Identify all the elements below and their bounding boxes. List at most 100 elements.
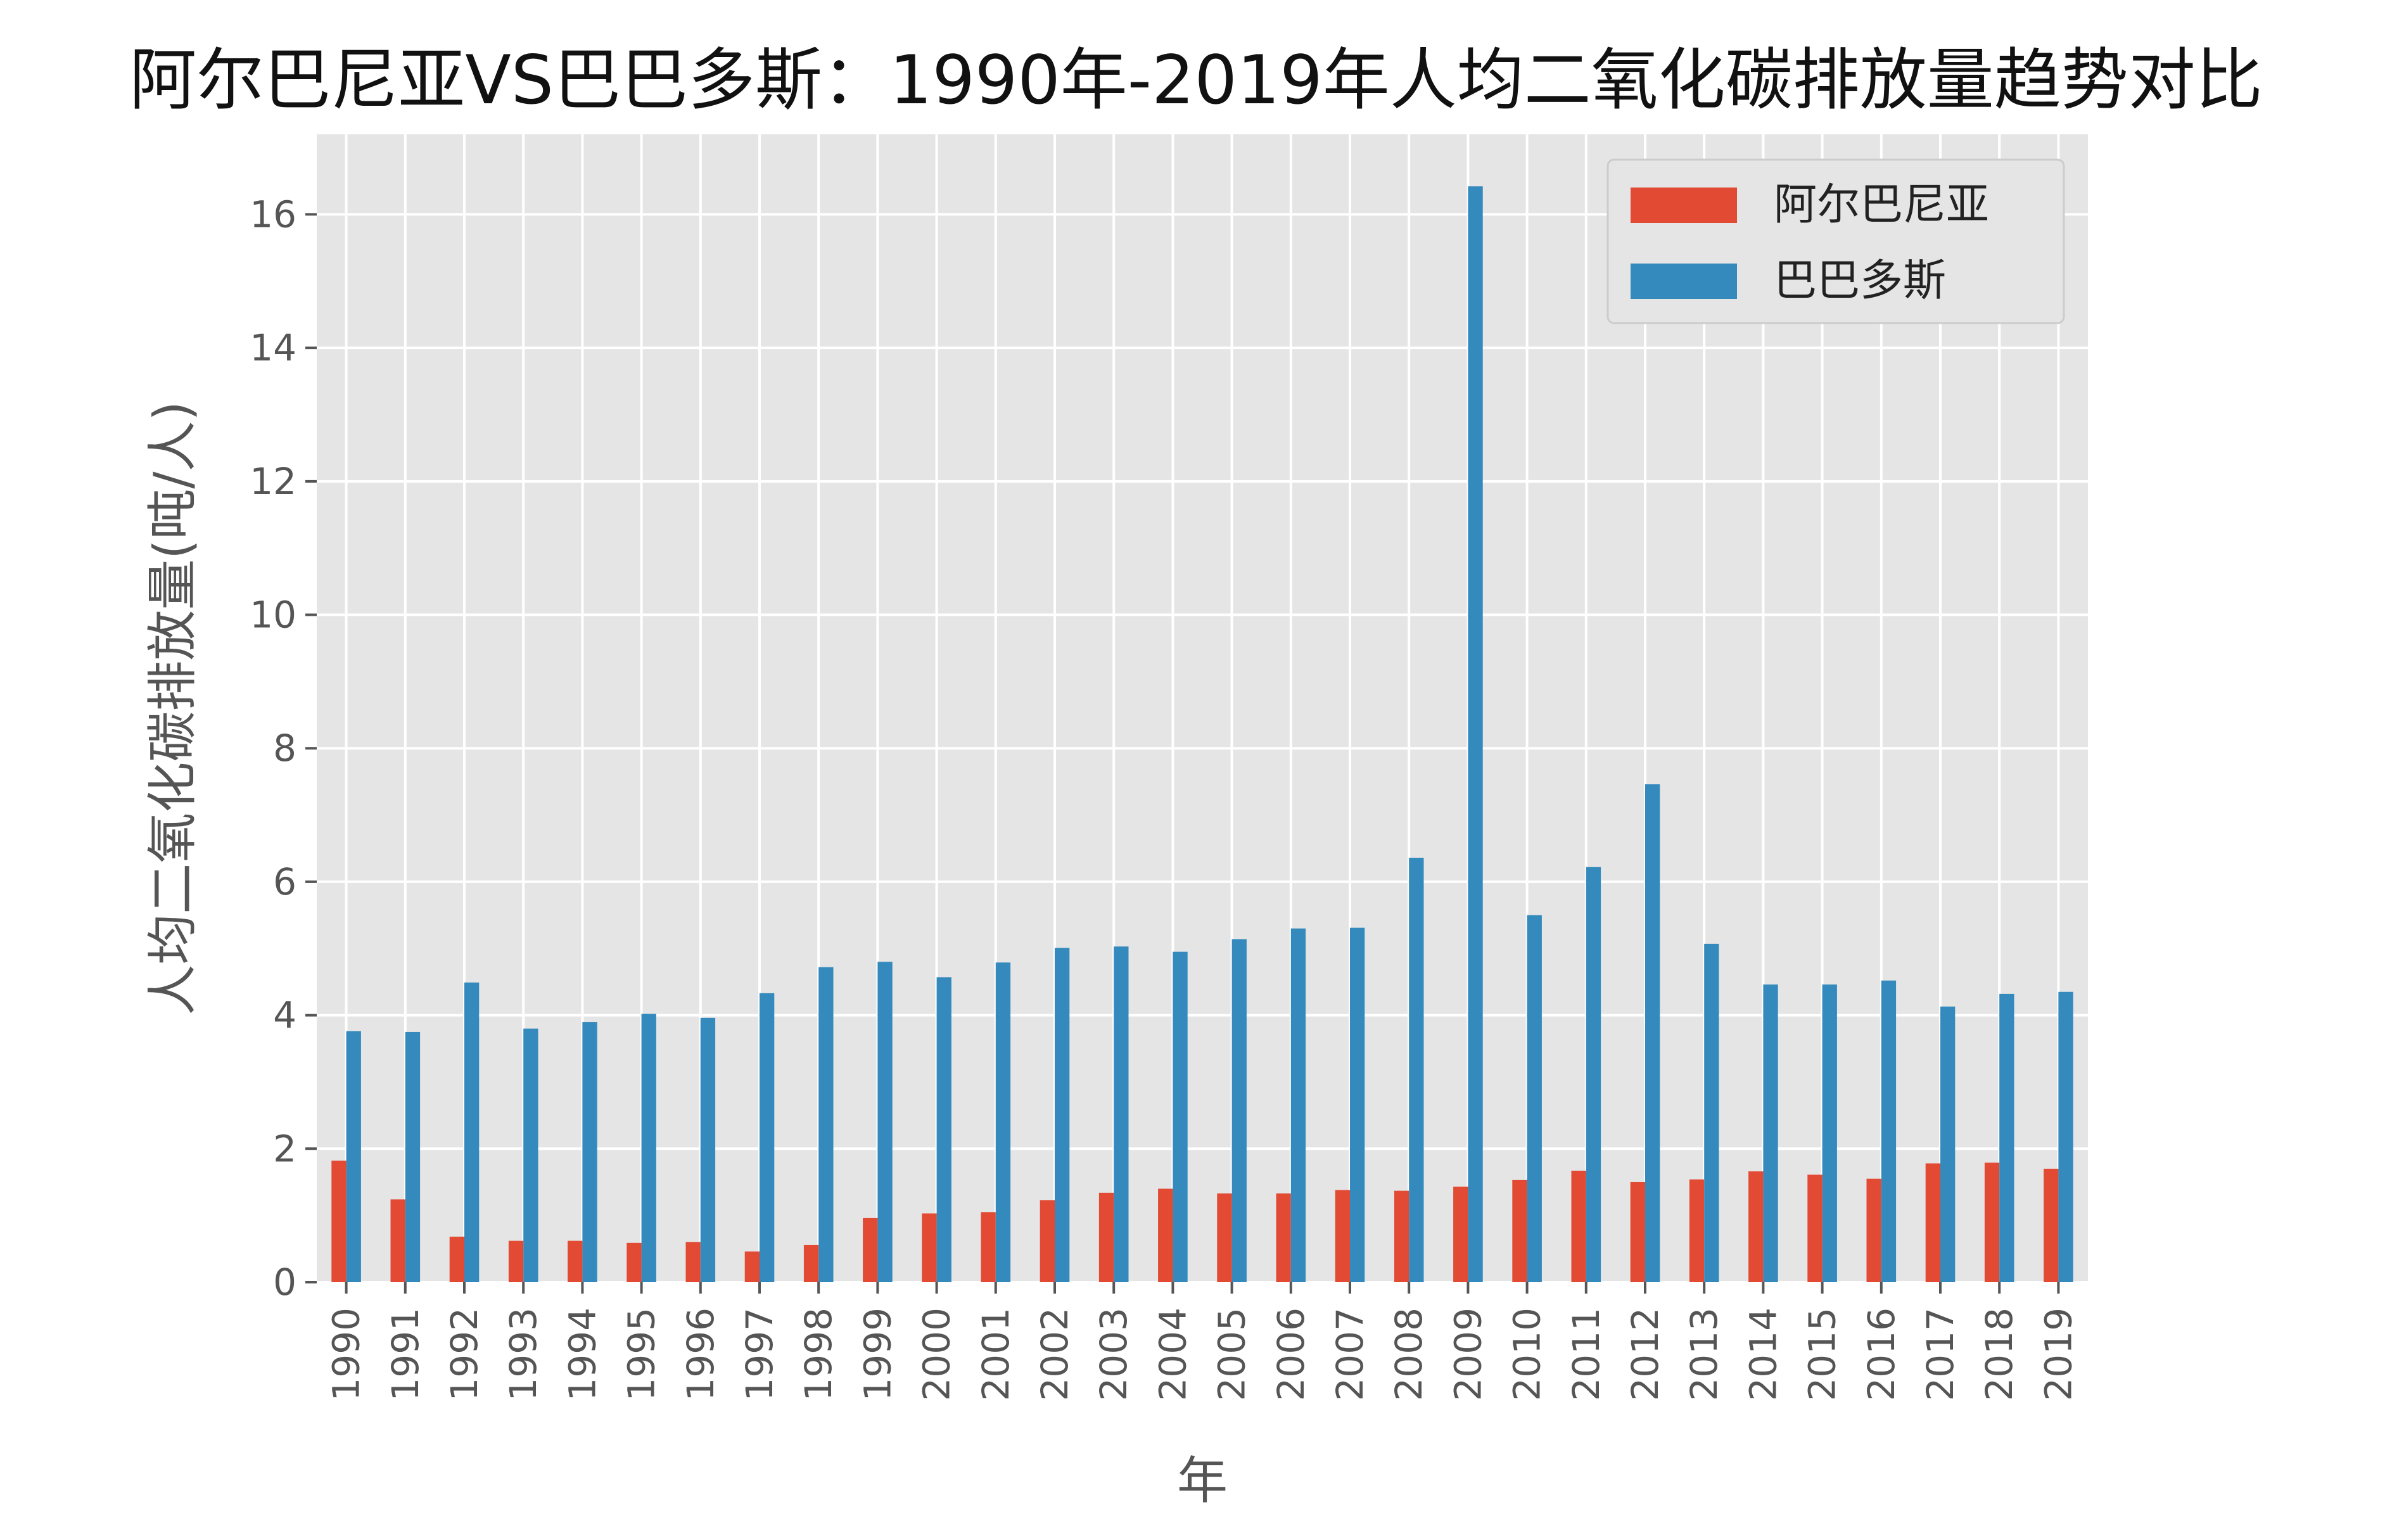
bar-2004-s0: [1158, 1188, 1173, 1282]
bar-2014-s0: [1748, 1171, 1764, 1282]
x-tick-label: 2010: [1506, 1308, 1549, 1401]
bar-1990-s1: [346, 1031, 361, 1282]
bar-2009-s0: [1453, 1187, 1468, 1282]
x-tick-label: 2008: [1387, 1308, 1430, 1401]
bar-2012-s0: [1630, 1181, 1645, 1282]
bar-2010-s1: [1527, 915, 1542, 1282]
bar-2001-s1: [995, 962, 1011, 1282]
bar-2017-s1: [1940, 1006, 1956, 1282]
bar-1993-s1: [523, 1028, 538, 1282]
bar-1992-s1: [464, 982, 480, 1282]
bar-2018-s0: [1984, 1162, 2000, 1282]
x-tick-label: 2002: [1033, 1308, 1076, 1401]
x-tick-label: 2000: [915, 1308, 958, 1401]
bar-2009-s1: [1468, 186, 1483, 1282]
x-axis-label: 年: [1177, 1451, 1228, 1510]
chart-title: 阿尔巴尼亚VS巴巴多斯：1990年-2019年人均二氧化碳排放量趋势对比: [129, 41, 2263, 119]
bar-2011-s1: [1586, 867, 1601, 1282]
legend-swatch: [1631, 188, 1737, 223]
bar-1991-s1: [405, 1031, 421, 1282]
plot-background: [317, 134, 2088, 1282]
bar-2003-s1: [1114, 946, 1129, 1282]
bar-1998-s0: [803, 1245, 819, 1282]
bar-2001-s0: [981, 1212, 996, 1282]
x-tick-label: 1996: [679, 1308, 722, 1401]
x-tick-label: 2015: [1801, 1308, 1844, 1401]
bar-2006-s0: [1276, 1193, 1291, 1282]
bar-2000-s1: [936, 977, 951, 1282]
bar-2004-s1: [1173, 951, 1188, 1282]
y-tick-label: 14: [250, 326, 296, 369]
x-tick-label: 2001: [974, 1308, 1017, 1401]
x-tick-label: 1994: [561, 1308, 604, 1401]
y-tick-label: 0: [273, 1261, 296, 1304]
legend-label: 巴巴多斯: [1774, 256, 1946, 306]
bar-1992-s0: [449, 1237, 464, 1282]
x-tick-label: 1990: [325, 1308, 368, 1401]
y-axis-ticks: 0 2 4 6 8 10 12 14 16: [250, 193, 317, 1304]
bar-2015-s0: [1807, 1174, 1823, 1282]
bar-2008-s1: [1409, 857, 1424, 1282]
bar-2013-s1: [1704, 943, 1719, 1282]
y-tick-label: 8: [273, 727, 296, 770]
bar-2012-s1: [1645, 784, 1660, 1282]
x-tick-label: 2004: [1151, 1308, 1194, 1401]
legend-swatch: [1631, 264, 1737, 299]
bar-2016-s0: [1866, 1178, 1881, 1282]
bar-1994-s1: [582, 1022, 597, 1282]
bar-2005-s0: [1217, 1193, 1232, 1282]
y-axis-label: 人均二氧化碳排放量(吨/人): [143, 401, 202, 1015]
bar-1999-s1: [877, 962, 893, 1282]
bar-2019-s0: [2044, 1168, 2059, 1282]
x-tick-label: 1991: [384, 1308, 427, 1401]
bar-1999-s0: [863, 1218, 878, 1282]
bar-1998-s1: [818, 967, 834, 1282]
x-tick-label: 2003: [1092, 1308, 1135, 1401]
legend-label: 阿尔巴尼亚: [1774, 180, 1989, 230]
bar-2015-s1: [1822, 984, 1837, 1282]
x-tick-label: 2019: [2037, 1308, 2080, 1401]
x-axis-ticks: 1990 1991 1992 1993 1994 1995 1996 1997 1998 1999…: [325, 1282, 2080, 1401]
bar-1995-s0: [627, 1242, 642, 1282]
bar-2000-s0: [922, 1213, 937, 1282]
x-tick-label: 2012: [1624, 1308, 1667, 1401]
x-tick-label: 1993: [502, 1308, 545, 1401]
bar-2002-s1: [1055, 948, 1070, 1282]
x-tick-label: 1998: [797, 1308, 840, 1401]
bar-2014-s1: [1763, 984, 1778, 1282]
y-tick-label: 16: [250, 193, 296, 236]
x-tick-label: 2017: [1919, 1308, 1962, 1401]
bar-2011-s0: [1571, 1171, 1586, 1282]
bar-1996-s0: [685, 1242, 701, 1282]
x-tick-label: 1997: [738, 1308, 781, 1401]
x-tick-label: 2018: [1978, 1308, 2021, 1401]
bar-1991-s0: [390, 1199, 405, 1282]
bars: [331, 186, 2073, 1282]
x-tick-label: 2014: [1741, 1308, 1784, 1401]
bar-1996-s1: [700, 1017, 716, 1282]
x-tick-label: 2009: [1446, 1308, 1489, 1401]
bar-2013-s0: [1689, 1179, 1705, 1282]
bar-2008-s0: [1394, 1190, 1409, 1282]
bar-1994-s0: [568, 1240, 583, 1282]
bar-1995-s1: [641, 1014, 656, 1282]
y-tick-label: 2: [273, 1127, 296, 1170]
x-tick-label: 2016: [1860, 1308, 1903, 1401]
bar-1997-s0: [744, 1251, 760, 1282]
bar-2016-s1: [1881, 980, 1897, 1282]
x-tick-label: 1995: [620, 1308, 663, 1401]
bar-1997-s1: [760, 993, 775, 1282]
bar-2007-s0: [1335, 1190, 1350, 1282]
x-tick-label: 2007: [1328, 1308, 1371, 1401]
x-tick-label: 2011: [1565, 1308, 1608, 1401]
y-tick-label: 4: [273, 994, 296, 1037]
bar-1993-s0: [508, 1240, 524, 1282]
x-tick-label: 2013: [1683, 1308, 1726, 1401]
x-tick-label: 1992: [443, 1308, 486, 1401]
x-tick-label: 2006: [1269, 1308, 1313, 1401]
bar-2019-s1: [2058, 991, 2073, 1282]
y-tick-label: 10: [250, 594, 296, 637]
x-tick-label: 2005: [1211, 1308, 1254, 1401]
